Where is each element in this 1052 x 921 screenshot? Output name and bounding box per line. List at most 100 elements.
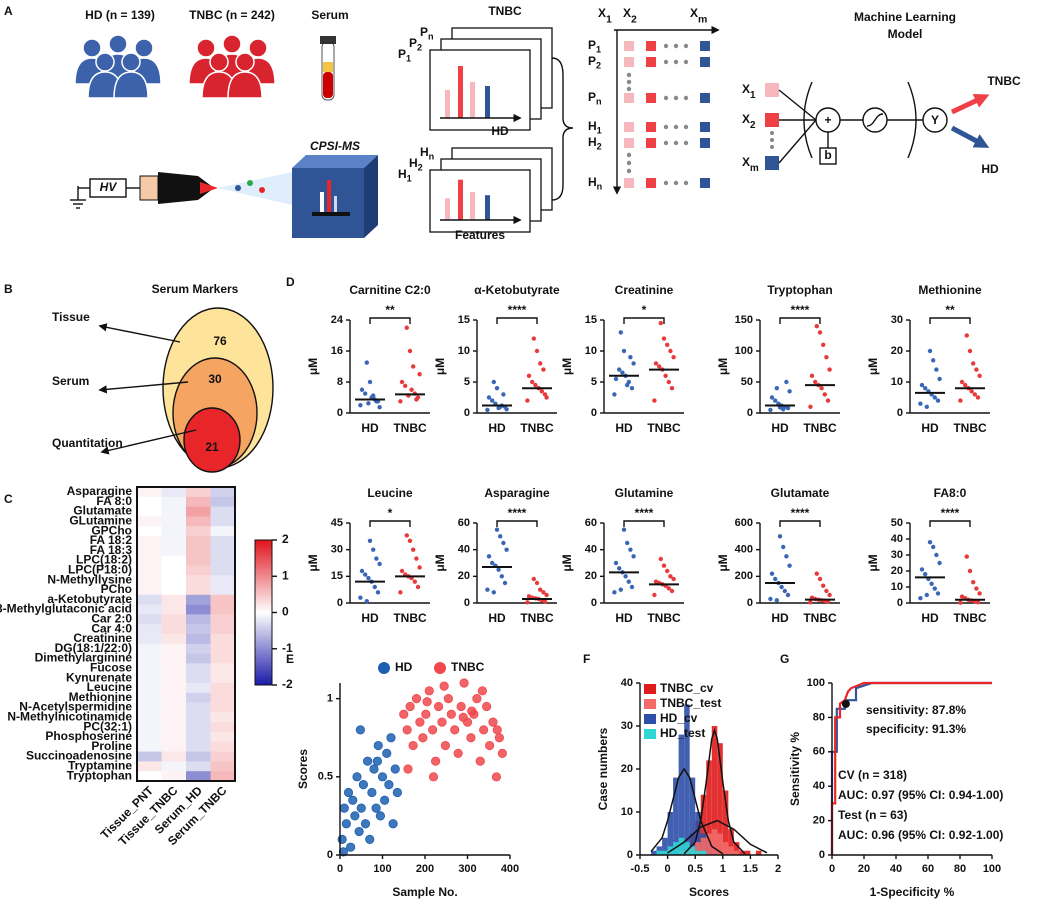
spectrum-peak	[445, 198, 450, 220]
heatmap-row-label: Methionine	[69, 690, 133, 704]
sample-label: H1	[398, 167, 412, 184]
data-point	[964, 554, 969, 559]
heatmap-cell	[161, 614, 187, 625]
y-tick-label: 0	[747, 597, 753, 609]
y-tick-label: 20	[458, 570, 470, 582]
stack-title: HD	[491, 124, 509, 138]
y-tick-label: 16	[331, 345, 343, 357]
heatmap-cell	[210, 761, 236, 772]
histogram-bar	[744, 850, 751, 855]
y-tick-label: 100	[807, 677, 825, 689]
heatmap-row-label: LPC(P18:0)	[68, 562, 132, 576]
data-point	[433, 701, 444, 712]
heatmap-row-label: N-Methylnicotinamide	[7, 709, 132, 723]
data-point	[366, 401, 371, 406]
data-point	[620, 370, 625, 375]
significance-bracket	[369, 520, 411, 527]
y-tick-label: 0	[627, 849, 633, 861]
emitter-tip	[200, 182, 218, 194]
data-point	[773, 576, 778, 582]
y-tick-label: 30	[621, 720, 633, 732]
heatmap-cell	[161, 771, 187, 782]
data-point	[399, 379, 405, 385]
y-tick-label: 40	[621, 677, 633, 689]
sample-label-sub: n	[429, 152, 435, 162]
chart-title: FA8:0	[934, 486, 967, 500]
data-point	[657, 364, 662, 369]
heatmap-cell	[210, 545, 236, 556]
matrix-dot	[673, 59, 679, 65]
x-axis-label: 1-Specificity %	[870, 885, 955, 899]
histogram-bar	[700, 850, 707, 855]
sample-label: Hn	[420, 145, 434, 162]
feature-label-base: X	[690, 6, 698, 20]
significance-bracket	[779, 520, 821, 527]
data-point	[963, 382, 968, 388]
data-point	[629, 386, 635, 391]
data-point	[421, 709, 431, 719]
y-tick-label: 0	[327, 849, 333, 861]
y-tick-label: 60	[458, 517, 470, 529]
colorbar-tick-label: 0	[282, 605, 289, 619]
chart-title: Asparagine	[484, 486, 550, 500]
data-point	[653, 361, 659, 366]
x-tick-label: TNBC	[520, 611, 554, 625]
heatmap-cell	[186, 516, 211, 527]
ms-peak	[334, 196, 337, 212]
data-point	[437, 717, 447, 727]
venn-set	[183, 407, 241, 473]
sigmoid	[866, 113, 884, 127]
hv-box	[89, 178, 127, 198]
heatmap-cell	[137, 594, 162, 605]
data-point	[958, 600, 963, 605]
data-point	[785, 592, 791, 598]
x-tick-label: TNBC	[953, 611, 987, 625]
heatmap-cell	[137, 702, 162, 713]
histogram-bar	[733, 842, 740, 855]
heatmap-row-label: PCho	[101, 582, 132, 596]
matrix-dot	[626, 79, 632, 85]
data-point	[363, 572, 368, 577]
venn-count: 21	[205, 440, 219, 454]
data-point	[352, 772, 362, 782]
matrix-cell	[700, 138, 710, 148]
x-tick-label: TNBC	[393, 611, 427, 625]
heatmap-cell	[161, 732, 187, 743]
heatmap-cell	[210, 516, 236, 527]
data-point	[918, 401, 923, 406]
data-point	[932, 586, 937, 591]
data-point	[977, 591, 982, 596]
matrix-dot	[663, 43, 669, 49]
data-point	[466, 733, 476, 743]
heatmap-row-label: N-Acetylspermidine	[19, 700, 132, 714]
data-point	[967, 568, 973, 574]
heatmap-cell	[137, 643, 162, 654]
data-point	[631, 554, 636, 559]
y-axis-label: μM	[306, 554, 320, 571]
y-tick-label: 200	[735, 570, 753, 582]
heatmap-cell	[210, 575, 236, 586]
heatmap-cell	[186, 683, 211, 694]
panel-label: G	[780, 652, 789, 666]
matrix-row-label-sub: n	[596, 97, 602, 107]
y-tick-label: 0	[897, 407, 903, 419]
data-point	[974, 586, 979, 591]
sample-label-sub: 2	[417, 43, 422, 53]
y-axis-label: μM	[716, 554, 730, 571]
data-point	[825, 398, 831, 403]
data-point	[450, 725, 460, 735]
data-point	[414, 397, 419, 402]
y-axis-label: μM	[866, 358, 880, 375]
data-point	[359, 568, 365, 574]
data-point	[504, 407, 509, 412]
heatmap-cell	[137, 555, 162, 566]
sample-label-base: P	[398, 47, 406, 61]
data-point	[612, 392, 617, 397]
heatmap-row-label: Kynurenate	[66, 670, 132, 684]
data-point	[774, 598, 779, 603]
x-tick-label: HD	[488, 421, 506, 435]
data-point	[935, 591, 941, 596]
data-point	[386, 733, 396, 743]
x-axis-label: Sample No.	[392, 885, 457, 899]
data-point	[371, 547, 376, 552]
